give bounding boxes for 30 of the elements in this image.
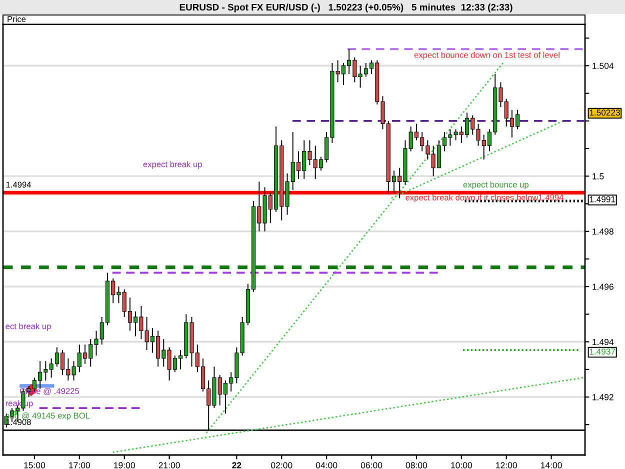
annotation: ect break up (6, 323, 51, 331)
annotation: expect bounce down on 1st test of level (414, 52, 560, 60)
annotation: expect break up (143, 161, 202, 169)
x-tick-label: 08:00 (406, 462, 428, 468)
ref-line-label: 1.4994 (6, 182, 32, 188)
x-tick-label: 02:00 (271, 462, 292, 468)
x-tick-label: 06:00 (360, 462, 382, 468)
x-tick-label: 22 (232, 462, 242, 468)
x-tick-label: 04:00 (316, 462, 338, 468)
x-tick-label: 14:00 (541, 462, 562, 468)
y-axis-title: Price (8, 16, 26, 22)
y-tick-label: 1.5 (592, 173, 604, 180)
x-tick-label: 15:00 (24, 462, 46, 468)
y-tick-label: 1.498 (592, 228, 614, 235)
x-tick-label: 10:00 (451, 462, 472, 468)
text: 1.4991 (590, 196, 616, 202)
x-tick-label: 19:00 (114, 462, 135, 468)
text: 1.50223 (590, 109, 620, 116)
chart-title: EURUSD - Spot FX EUR/USD (-) 1.50223 (+0.05%) 5 minutes 12:33 (2:33) (180, 4, 512, 12)
annotation: Close @ .49225 (20, 388, 80, 396)
text: 1.4937 (590, 348, 616, 355)
annotation: expect break down if it closes below1.4994 (406, 194, 564, 202)
y-tick-label: 1.496 (592, 284, 614, 290)
annotation: expect bounce up (463, 181, 528, 190)
y-tick-label: 1.492 (592, 394, 614, 400)
x-tick-label: 12:00 (496, 462, 517, 468)
x-tick-label: 17:00 (69, 462, 90, 468)
y-tick-label: 1.494 (592, 338, 614, 346)
y-tick-label: 1.504 (592, 62, 614, 69)
x-tick-label: 21:00 (158, 462, 180, 468)
